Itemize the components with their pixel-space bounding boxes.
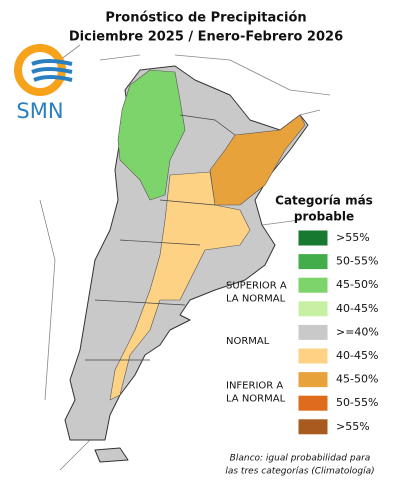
legend-group-label: LA NORMAL: [226, 394, 286, 405]
legend-label: 40-45%: [336, 302, 378, 315]
legend-swatch: [297, 347, 329, 365]
legend-label: >55%: [336, 420, 370, 433]
region-below-normal: [209, 114, 306, 206]
footnote: Blanco: igual probabilidad para: [230, 454, 371, 464]
neighbor-borders: [39, 44, 331, 471]
legend-label: 40-45%: [336, 349, 378, 362]
legend-swatch: [297, 418, 329, 436]
legend-swatch: [297, 300, 329, 318]
legend-label: 45-50%: [336, 278, 378, 291]
region-below-normal-light: [109, 171, 251, 401]
legend-group-label: SUPERIOR A: [226, 281, 287, 292]
legend-group-label: NORMAL: [226, 336, 270, 347]
title-line: Diciembre 2025 / Enero-Febrero 2026: [69, 30, 343, 45]
legend-group-label: LA NORMAL: [226, 294, 286, 305]
legend-label: >=40%: [336, 325, 379, 338]
legend-swatch: [297, 253, 329, 271]
legend-swatch: [297, 394, 329, 412]
map: [39, 44, 331, 471]
province-borders: [85, 114, 236, 361]
legend-swatch: [297, 371, 329, 389]
region-above-normal: [117, 69, 186, 201]
legend-group-label: INFERIOR A: [226, 381, 283, 392]
legend-label: 50-55%: [336, 396, 378, 409]
logo-text: SMN: [16, 99, 63, 123]
legend-swatch: [297, 276, 329, 294]
legend: >55% 50-55% 45-50% 40-45% >=40% 40-45% 45-50% 5…: [226, 229, 379, 436]
legend-title: Categoría más: [275, 194, 373, 208]
legend-label: >55%: [336, 231, 370, 244]
legend-swatch: [297, 229, 329, 247]
logo-waves: [31, 59, 73, 82]
logo: SMN: [14, 44, 73, 123]
legend-label: 50-55%: [336, 255, 378, 268]
footnote: las tres categorías (Climatología): [225, 467, 374, 477]
legend-swatch: [297, 323, 329, 341]
legend-title: probable: [294, 210, 354, 224]
title-line: Pronóstico de Precipitación: [105, 11, 306, 26]
tierra-del-fuego: [94, 447, 129, 463]
legend-label: 45-50%: [336, 373, 378, 386]
